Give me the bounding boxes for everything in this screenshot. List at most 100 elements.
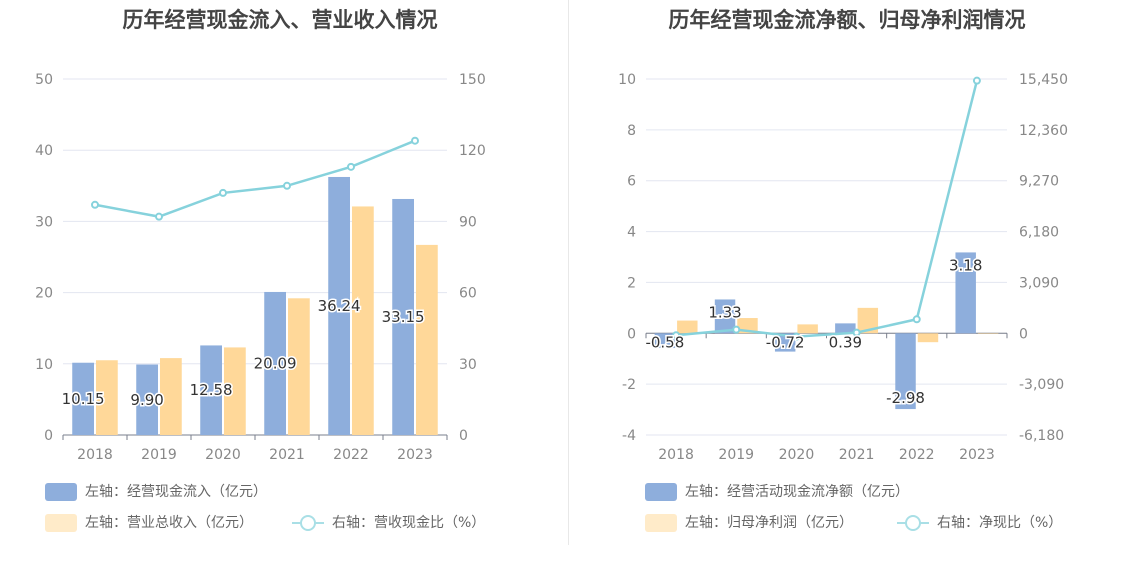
data-label: 10.15 xyxy=(62,390,105,408)
bar-primary xyxy=(955,252,976,334)
data-label: 36.24 xyxy=(318,297,361,315)
ratio-point xyxy=(912,315,921,324)
category-label: 2020 xyxy=(205,447,241,463)
left-axis-tick-label: -2 xyxy=(622,377,636,393)
left-axis-tick-label: 30 xyxy=(35,214,53,230)
category-label: 2023 xyxy=(959,447,995,463)
left-legend-revenue[interactable]: 左轴：营业总收入（亿元） xyxy=(45,512,253,532)
bar-primary xyxy=(136,364,158,435)
category-label: 2022 xyxy=(333,447,369,463)
bar-secondary xyxy=(977,333,999,334)
right-axis-tick-label: 0 xyxy=(459,428,468,444)
right-axis-tick-label: 9,270 xyxy=(1019,174,1059,190)
data-label: -0.72 xyxy=(766,333,805,351)
category-label: 2022 xyxy=(899,447,935,463)
right-axis-tick-label: -6,180 xyxy=(1019,428,1064,444)
bar-primary xyxy=(72,362,94,435)
ratio-point xyxy=(219,188,227,197)
right-axis-tick-label: -3,090 xyxy=(1019,377,1064,393)
ratio-point xyxy=(792,332,801,341)
category-label: 2023 xyxy=(397,447,433,463)
category-label: 2019 xyxy=(141,447,177,463)
left-axis-tick-label: 0 xyxy=(627,326,636,342)
left-legend-cash-inflow[interactable]: 左轴：经营现金流入（亿元） xyxy=(45,481,267,501)
right-legend-net-profit[interactable]: 左轴：归母净利润（亿元） xyxy=(645,512,853,532)
left-axis-tick-label: 20 xyxy=(35,286,53,302)
legend-label: 右轴：营收现金比（%） xyxy=(332,515,486,531)
bar-secondary xyxy=(857,307,879,334)
left-axis-tick-label: -4 xyxy=(622,428,636,444)
bar-secondary xyxy=(797,324,818,334)
ratio-line xyxy=(94,139,416,218)
bar-secondary xyxy=(288,298,310,435)
right-axis-tick-label: 6,180 xyxy=(1019,225,1059,241)
left-legend-ratio[interactable]: 右轴：营收现金比（%） xyxy=(292,512,485,532)
left-axis-tick-label: 10 xyxy=(618,72,636,88)
data-label: 9.90 xyxy=(130,391,163,409)
bar-primary xyxy=(895,333,916,410)
legend-label: 左轴：归母净利润（亿元） xyxy=(685,515,853,531)
category-label: 2020 xyxy=(779,447,815,463)
data-label: 3.18 xyxy=(949,256,982,274)
data-label: 0.39 xyxy=(829,333,862,351)
ratio-line xyxy=(675,80,979,338)
ratio-point xyxy=(972,76,981,85)
panel-divider xyxy=(568,0,569,545)
right-chart-panel: 历年经营现金流净额、归母净利润情况 -4 -2 0 2 4 6 8 10 -6,180 -3,09… xyxy=(567,0,1134,582)
right-axis-tick-label: 90 xyxy=(459,214,477,230)
right-legend-ratio[interactable]: 右轴：净现比（%） xyxy=(897,512,1062,532)
ratio-point xyxy=(283,181,291,190)
right-axis-tick-label: 30 xyxy=(459,357,477,373)
left-axis-tick-label: 50 xyxy=(35,72,53,88)
category-label: 2018 xyxy=(658,447,694,463)
left-chart-plot: 0 10 20 30 40 50 0 30 60 90 120 150 2018 2019 2020 2021… xyxy=(35,72,486,463)
legend-swatch-blue xyxy=(645,483,677,501)
right-legend-net-cash[interactable]: 左轴：经营活动现金流净额（亿元） xyxy=(645,481,909,501)
category-label: 2021 xyxy=(269,447,305,463)
bar-primary xyxy=(774,333,796,352)
left-axis-tick-label: 8 xyxy=(627,123,636,139)
bar-secondary xyxy=(352,206,374,435)
data-label: 33.15 xyxy=(382,308,425,326)
data-label: -0.58 xyxy=(645,333,684,351)
ratio-point xyxy=(732,325,741,334)
bar-secondary xyxy=(96,360,118,435)
right-chart-plot: -4 -2 0 2 4 6 8 10 -6,180 -3,090 0 3,090 6,180 9,270 1… xyxy=(618,72,1068,463)
right-axis-tick-label: 15,450 xyxy=(1019,72,1068,88)
ratio-point xyxy=(155,212,163,221)
legend-label: 左轴：经营现金流入（亿元） xyxy=(85,484,267,500)
bar-primary xyxy=(264,291,286,435)
legend-line-marker xyxy=(292,514,324,532)
data-label: -2.98 xyxy=(886,389,925,407)
left-chart-title: 历年经营现金流入、营业收入情况 xyxy=(122,8,438,32)
bar-secondary xyxy=(917,333,939,343)
left-chart-panel: 历年经营现金流入、营业收入情况 0 10 20 30 40 50 0 30 60 90 120 150… xyxy=(35,8,486,532)
ratio-point xyxy=(91,200,99,209)
legend-swatch-blue xyxy=(45,483,77,501)
legend-swatch-yellow xyxy=(645,514,677,532)
right-axis-tick-label: 3,090 xyxy=(1019,275,1059,291)
bar-secondary xyxy=(224,347,246,435)
right-axis-tick-label: 12,360 xyxy=(1019,123,1068,139)
bar-primary xyxy=(654,333,676,349)
ratio-point xyxy=(411,136,419,145)
right-axis-tick-label: 150 xyxy=(459,72,486,88)
data-label: 20.09 xyxy=(254,354,297,372)
ratio-point xyxy=(347,162,355,171)
category-label: 2021 xyxy=(839,447,875,463)
bar-primary xyxy=(328,176,350,436)
ratio-point xyxy=(672,331,681,340)
legend-line-marker xyxy=(897,514,929,532)
bar-primary xyxy=(714,299,736,334)
left-axis-tick-label: 6 xyxy=(627,174,636,190)
left-axis-tick-label: 10 xyxy=(35,357,53,373)
bar-secondary xyxy=(416,244,438,435)
legend-label: 左轴：经营活动现金流净额（亿元） xyxy=(685,484,909,500)
right-chart-title: 历年经营现金流净额、归母净利润情况 xyxy=(668,8,1026,32)
bar-secondary xyxy=(677,320,698,334)
right-axis-tick-label: 60 xyxy=(459,286,477,302)
left-axis-tick-label: 40 xyxy=(35,143,53,159)
right-axis-tick-label: 0 xyxy=(1019,326,1028,342)
data-label: 12.58 xyxy=(190,381,233,399)
left-axis-tick-label: 2 xyxy=(627,275,636,291)
